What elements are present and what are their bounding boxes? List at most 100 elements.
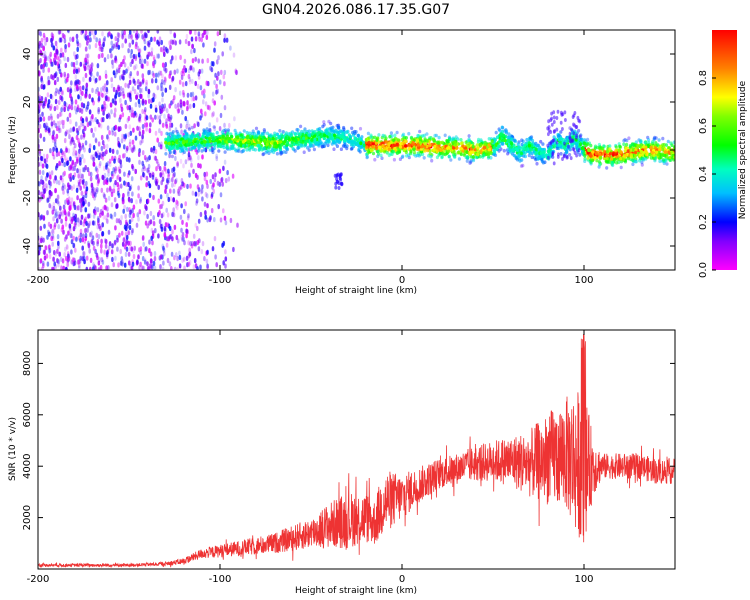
spectrogram-cell bbox=[478, 154, 482, 159]
spectrogram-cell bbox=[387, 142, 391, 147]
spectrogram-cell bbox=[181, 145, 185, 150]
spectrogram-cell bbox=[179, 214, 183, 220]
spectrogram-cell bbox=[137, 52, 141, 58]
spectrogram-cell bbox=[194, 80, 197, 87]
spectrogram-cell bbox=[201, 134, 205, 139]
spectrogram-cell bbox=[117, 126, 120, 132]
spectrogram-cell bbox=[52, 146, 55, 152]
spectrogram-cell bbox=[181, 148, 185, 152]
spectrogram-cell bbox=[560, 112, 564, 117]
spectrogram-cell bbox=[92, 132, 95, 138]
spectrogram-cell bbox=[168, 84, 172, 90]
spectrogram-cell bbox=[94, 138, 98, 144]
spectrogram-cell bbox=[192, 102, 196, 109]
spectrogram-cell bbox=[511, 148, 515, 152]
spectrogram-cell bbox=[96, 168, 99, 174]
spectrogram-cell bbox=[84, 165, 87, 171]
spectrogram-cell bbox=[224, 220, 228, 226]
spectrogram-cell bbox=[149, 114, 153, 120]
spectrogram-cell bbox=[123, 62, 127, 68]
spectrogram-cell bbox=[222, 145, 226, 150]
spectrogram-cell bbox=[501, 133, 506, 137]
spectrogram-cell bbox=[50, 94, 54, 100]
spectrogram-cell bbox=[168, 126, 172, 132]
spectrogram-cell bbox=[530, 155, 534, 160]
spectrogram-cell bbox=[223, 159, 227, 165]
spectrogram-cell bbox=[175, 145, 180, 149]
spectrogram-cell bbox=[226, 134, 230, 139]
spectrogram-cell bbox=[125, 239, 129, 246]
spectrogram-cell bbox=[103, 103, 106, 109]
spectrogram-cell bbox=[365, 155, 369, 160]
spectrogram-cell bbox=[139, 88, 142, 94]
spectrogram-cell bbox=[140, 63, 144, 69]
spectrogram-cell bbox=[205, 133, 209, 138]
spectrogram-cell bbox=[170, 100, 173, 106]
spectrogram-cell bbox=[201, 32, 205, 39]
spectrogram-cell bbox=[90, 230, 93, 236]
spectrogram-cell bbox=[143, 109, 147, 115]
spectrogram-cell bbox=[138, 126, 141, 132]
spectrogram-cell bbox=[483, 142, 487, 146]
spectrogram-cell bbox=[72, 151, 75, 157]
spectrogram-cell bbox=[84, 34, 87, 41]
spectrogram-cell bbox=[324, 131, 328, 135]
spectrogram-cell bbox=[226, 170, 229, 176]
spectrogram-cell bbox=[375, 138, 379, 142]
spectrogram-cell bbox=[495, 135, 500, 139]
spectrogram-cell bbox=[86, 227, 89, 233]
spectrogram-cell bbox=[139, 261, 142, 267]
spectrogram-cell bbox=[94, 43, 98, 49]
spectrogram-cell bbox=[45, 62, 48, 68]
spectrogram-cell bbox=[161, 86, 164, 92]
spectrogram-cell bbox=[42, 32, 46, 38]
spectrogram-cell bbox=[467, 138, 471, 143]
spectrogram-cell bbox=[79, 255, 82, 261]
spectrogram-cell bbox=[455, 146, 459, 150]
spectrogram-cell bbox=[401, 132, 406, 137]
spectrogram-cell bbox=[187, 261, 191, 267]
spectrogram-cell bbox=[110, 77, 113, 83]
spectrogram-cell bbox=[104, 197, 108, 203]
spectrogram-cell bbox=[97, 234, 101, 240]
spectrogram-cell bbox=[272, 150, 276, 155]
spectrogram-cell bbox=[71, 216, 74, 222]
spectrogram-cell bbox=[77, 67, 81, 73]
spectrogram-cell bbox=[484, 152, 488, 157]
spectrogram-cell bbox=[430, 158, 434, 163]
spectrogram-cell bbox=[154, 228, 157, 234]
spectrogram-cell bbox=[63, 138, 67, 144]
spectrogram-cell bbox=[661, 153, 666, 158]
spectrogram-cell bbox=[317, 144, 321, 148]
spectrogram-cell bbox=[170, 136, 174, 141]
spectrogram-cell bbox=[144, 99, 147, 105]
spectrogram-cell bbox=[69, 156, 72, 162]
spectrogram-cell bbox=[562, 154, 566, 159]
spectrogram-cell bbox=[76, 46, 79, 53]
spectrogram-cell bbox=[521, 163, 525, 168]
spectrogram-cell bbox=[48, 244, 51, 250]
spectrogram-cell bbox=[131, 147, 134, 153]
spectrogram-cell bbox=[97, 91, 101, 97]
spectrogram-cell bbox=[211, 98, 215, 104]
spectrogram-cell bbox=[125, 103, 129, 109]
spectrogram-cell bbox=[362, 143, 366, 148]
spectrogram-cell bbox=[649, 156, 653, 160]
spectrogram-cell bbox=[70, 96, 73, 102]
spectrogram-cell bbox=[142, 241, 145, 247]
spectrogram-cell bbox=[190, 134, 194, 138]
spectrogram-cell bbox=[148, 51, 151, 57]
spectrogram-cell bbox=[101, 210, 104, 216]
spectrogram-cell bbox=[134, 63, 138, 70]
spectrogram-cell bbox=[151, 174, 155, 180]
spectrogram-cell bbox=[96, 63, 100, 69]
spectrogram-cell bbox=[138, 131, 142, 137]
spectrogram-cell bbox=[100, 238, 103, 244]
spectrogram-cell bbox=[122, 193, 125, 199]
spectrogram-cell bbox=[402, 135, 406, 140]
spectrogram-cell bbox=[198, 238, 201, 244]
spectrogram-cell bbox=[162, 260, 165, 266]
spectrogram-cell bbox=[152, 260, 156, 266]
spectrogram-cell bbox=[98, 161, 102, 167]
spectrogram-cell bbox=[44, 175, 48, 181]
